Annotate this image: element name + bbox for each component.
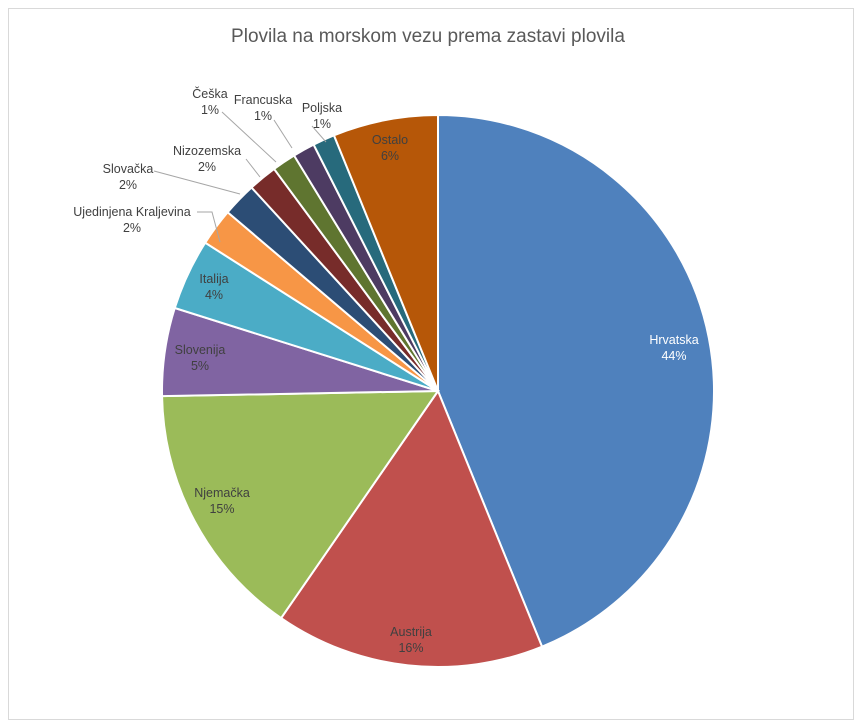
chart-title: Plovila na morskom vezu prema zastavi pl…	[231, 26, 625, 47]
data-label-pct-slovenija: 5%	[191, 359, 209, 373]
leader-line-poljska	[311, 125, 327, 143]
data-label-italija: Italija	[199, 272, 228, 286]
leader-line-nizozemska	[245, 158, 261, 178]
data-label-pct-ostalo: 6%	[381, 149, 399, 163]
pie-slice-njemacka	[161, 389, 440, 620]
pie-slice-ostalo	[332, 113, 439, 392]
data-label-pct-nizozemska: 2%	[198, 160, 216, 174]
data-label-pct-ceska: 1%	[201, 103, 219, 117]
data-label-pct-francuska: 1%	[254, 109, 272, 123]
data-label-hrvatska: Hrvatska	[649, 333, 698, 347]
pie-slice-austrija	[279, 388, 544, 668]
data-label-slovacka: Slovačka	[103, 162, 154, 176]
pie-slice-hrvatska	[437, 113, 715, 648]
leader-line-ujedinjena-kraljevina	[197, 211, 221, 243]
data-label-pct-hrvatska: 44%	[661, 349, 686, 363]
data-label-pct-italija: 4%	[205, 288, 223, 302]
data-label-pct-slovacka: 2%	[119, 178, 137, 192]
data-label-pct-njemacka: 15%	[209, 502, 234, 516]
data-label-ujedinjena-kraljevina: Ujedinjena Kraljevina	[73, 205, 190, 219]
leader-line-ceska	[221, 111, 277, 163]
data-label-ceska: Češka	[192, 86, 227, 101]
data-label-pct-ujedinjena-kraljevina: 2%	[123, 221, 141, 235]
data-label-francuska: Francuska	[234, 93, 292, 107]
data-label-pct-poljska: 1%	[313, 117, 331, 131]
data-label-slovenija: Slovenija	[175, 343, 226, 357]
leader-line-francuska	[273, 119, 293, 149]
data-label-poljska: Poljska	[302, 101, 342, 115]
data-label-nizozemska: Nizozemska	[173, 144, 241, 158]
data-label-njemacka: Njemačka	[194, 486, 250, 500]
data-label-ostalo: Ostalo	[372, 133, 408, 147]
data-label-pct-austrija: 16%	[398, 641, 423, 655]
leader-line-slovacka	[153, 170, 241, 195]
data-label-austrija: Austrija	[390, 625, 432, 639]
